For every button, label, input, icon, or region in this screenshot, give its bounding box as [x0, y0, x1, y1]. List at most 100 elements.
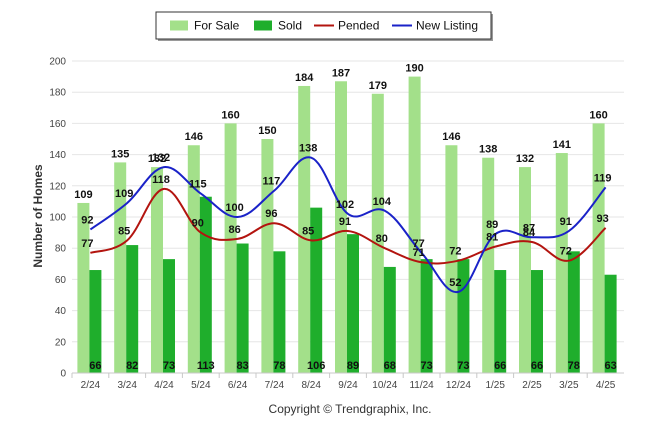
x-tick-label: 11/24 [409, 380, 434, 391]
label-pended: 72 [449, 246, 461, 258]
bar-sold [273, 251, 286, 373]
y-tick-label: 0 [60, 369, 66, 380]
label-pended: 71 [412, 247, 424, 259]
label-pended: 85 [118, 225, 130, 237]
label-new-listing: 87 [523, 222, 535, 234]
legend-label-new-listing: New Listing [416, 19, 478, 33]
label-for-sale: 135 [111, 148, 129, 160]
y-tick-label: 140 [49, 150, 66, 161]
bar-sold [89, 270, 102, 373]
label-for-sale: 179 [369, 80, 387, 92]
label-sold: 113 [197, 360, 215, 372]
label-for-sale: 150 [258, 125, 276, 137]
line-pended [90, 187, 607, 265]
legend-label-pended: Pended [338, 19, 379, 33]
bar-for-sale [335, 81, 347, 373]
bar-for-sale [445, 145, 458, 373]
bar-sold [604, 274, 617, 373]
label-new-listing: 92 [81, 214, 93, 226]
label-sold: 73 [163, 360, 175, 372]
copyright-text: Copyright © Trendgraphix, Inc. [269, 402, 432, 416]
bar-sold [494, 270, 507, 373]
label-sold: 82 [126, 360, 138, 372]
bar-sold [457, 259, 470, 373]
label-new-listing: 100 [225, 202, 243, 214]
bar-sold [126, 245, 139, 373]
bar-for-sale [114, 162, 127, 373]
bar-sold [347, 234, 359, 373]
label-for-sale: 138 [479, 144, 497, 156]
label-new-listing: 77 [412, 238, 424, 250]
bar-for-sale [77, 202, 90, 373]
label-pended: 72 [560, 246, 572, 258]
label-pended: 118 [152, 174, 170, 186]
y-tick-label: 60 [55, 275, 67, 286]
y-axis: 0 20 40 60 80 100 120 140 160 180 200 [49, 57, 66, 380]
label-pended: 81 [486, 232, 498, 244]
bar-sold [420, 259, 433, 373]
label-sold: 78 [273, 360, 285, 372]
bars [77, 76, 617, 374]
label-new-listing: 104 [373, 196, 392, 208]
x-tick-label: 4/25 [596, 380, 616, 391]
bar-sold [383, 266, 396, 373]
label-new-listing: 91 [560, 216, 572, 228]
bar-for-sale [592, 123, 605, 374]
label-sold: 66 [494, 360, 506, 372]
label-pended: 85 [302, 225, 314, 237]
label-new-listing: 109 [115, 188, 133, 200]
label-sold: 106 [307, 360, 325, 372]
label-new-listing: 52 [449, 277, 461, 289]
label-sold: 66 [531, 360, 543, 372]
x-tick-label: 8/24 [301, 380, 321, 391]
bar-sold [310, 207, 323, 373]
label-for-sale: 190 [405, 63, 423, 75]
y-axis-title: Number of Homes [31, 164, 45, 268]
y-tick-label: 100 [49, 213, 66, 224]
x-axis: 2/24 3/24 4/24 5/24 6/24 7/24 8/24 9/24 10/24 11/… [71, 372, 624, 391]
x-tick-label: 9/24 [338, 380, 358, 391]
x-tick-label: 5/24 [191, 380, 211, 391]
x-tick-label: 2/24 [81, 380, 101, 391]
label-for-sale: 146 [185, 131, 203, 143]
label-pended: 90 [192, 218, 204, 230]
bar-for-sale [151, 167, 163, 373]
label-for-sale: 132 [516, 153, 534, 165]
label-sold: 73 [457, 360, 469, 372]
label-sold: 89 [347, 360, 359, 372]
label-new-listing: 89 [486, 219, 498, 231]
label-pended: 84 [523, 227, 536, 239]
label-sold: 66 [89, 360, 101, 372]
label-sold: 63 [604, 360, 616, 372]
series-lines [89, 156, 607, 293]
x-tick-label: 6/24 [228, 380, 248, 391]
bar-for-sale [261, 139, 274, 373]
label-new-listing: 138 [299, 143, 317, 155]
x-tick-label: 2/25 [522, 380, 542, 391]
legend-swatch-sold [254, 20, 272, 31]
y-tick-label: 160 [49, 119, 66, 130]
x-tick-label: 1/25 [485, 380, 505, 391]
label-pended: 91 [339, 216, 351, 228]
legend-label-for-sale: For Sale [194, 19, 240, 33]
label-pended: 86 [228, 224, 240, 236]
x-tick-label: 4/24 [154, 380, 174, 391]
y-tick-label: 180 [49, 88, 66, 99]
label-new-listing: 102 [336, 199, 354, 211]
bar-sold [236, 243, 249, 373]
bar-for-sale [555, 153, 568, 373]
label-for-sale: 160 [221, 109, 239, 121]
bar-for-sale [224, 123, 237, 374]
legend-label-sold: Sold [278, 19, 302, 33]
bar-for-sale [519, 167, 531, 373]
bar-sold [531, 270, 543, 373]
x-tick-label: 7/24 [265, 380, 285, 391]
label-pended: 80 [376, 233, 388, 245]
x-tick-label: 3/25 [559, 380, 579, 391]
legend-swatch-for-sale [170, 20, 188, 31]
label-pended: 96 [265, 208, 277, 220]
y-tick-label: 120 [49, 181, 66, 192]
bar-for-sale [371, 93, 384, 373]
bar-sold [163, 259, 175, 373]
